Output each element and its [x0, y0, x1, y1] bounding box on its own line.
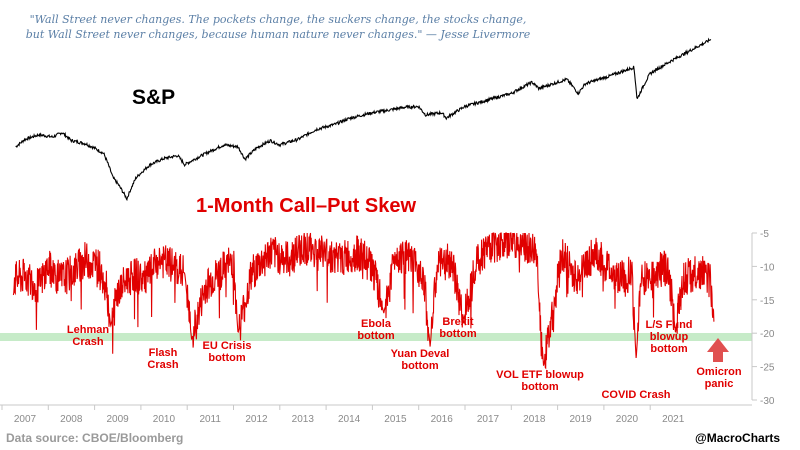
x-tick-label: 2011: [199, 414, 221, 425]
x-tick-label: 2014: [338, 414, 361, 425]
quote-line-1: "Wall Street never changes. The pockets …: [29, 13, 527, 26]
annotation-line: bottom: [357, 330, 394, 342]
x-tick-label: 2007: [14, 414, 37, 425]
annotation-line: Omicron: [696, 366, 742, 378]
annotation-line: Lehman: [67, 324, 109, 336]
skew-series-line: [12, 232, 715, 370]
annotation-omicron: Omicron panic: [696, 366, 742, 390]
y-tick-label: -25: [760, 363, 775, 374]
y-tick-label: -10: [760, 262, 775, 273]
x-tick-label: 2012: [245, 414, 268, 425]
skew-title: 1-Month Call–Put Skew: [196, 195, 417, 217]
annotation-covid: COVID Crash: [601, 389, 670, 401]
annotation-line: bottom: [439, 328, 476, 340]
annotation-line: bottom: [208, 352, 245, 364]
x-axis-ticks: 2007 2008 2009 2010 2011 2012 2013 2014 2015 2016…: [1, 405, 685, 425]
x-tick-label: 2017: [477, 414, 500, 425]
annotation-line: panic: [705, 378, 734, 390]
x-tick-label: 2020: [616, 414, 639, 425]
annotation-lehman: Lehman Crash: [67, 324, 109, 348]
annotation-line: Yuan Deval: [391, 348, 450, 360]
omicron-arrow-icon: [707, 338, 729, 362]
x-tick-label: 2021: [662, 414, 685, 425]
x-tick-label: 2016: [431, 414, 454, 425]
annotation-line: COVID Crash: [601, 389, 670, 401]
annotation-eu-crisis: EU Crisis bottom: [203, 340, 252, 364]
livermore-quote: "Wall Street never changes. The pockets …: [18, 12, 538, 42]
annotation-ls-fund: L/S Fund blowup bottom: [645, 319, 692, 355]
x-tick-label: 2009: [106, 414, 129, 425]
x-tick-label: 2015: [384, 414, 407, 425]
y-tick-label: -15: [760, 296, 775, 307]
skew-threshold-band: [0, 333, 752, 341]
annotation-line: Crash: [147, 359, 178, 371]
annotation-line: VOL ETF blowup: [496, 369, 584, 381]
y-tick-label: -20: [760, 329, 775, 340]
annotation-flash: Flash Crash: [147, 347, 178, 371]
annotation-yuan: Yuan Deval bottom: [391, 348, 450, 372]
annotation-line: bottom: [650, 343, 687, 355]
annotation-line: blowup: [650, 331, 689, 343]
annotation-line: bottom: [401, 360, 438, 372]
annotation-brexit: Brexit bottom: [439, 316, 476, 340]
skew-y-ticks: -5 -10 -15 -20 -25 -30: [752, 229, 775, 407]
annotation-line: EU Crisis: [203, 340, 252, 352]
x-tick-label: 2013: [292, 414, 315, 425]
annotation-line: Brexit: [442, 316, 474, 328]
author-credit: @MacroCharts: [695, 431, 781, 445]
x-tick-label: 2018: [523, 414, 546, 425]
y-tick-label: -5: [760, 229, 769, 240]
annotation-ebola: Ebola bottom: [357, 318, 394, 342]
annotation-line: L/S Fund: [645, 319, 692, 331]
annotation-line: Ebola: [361, 318, 392, 330]
annotation-line: bottom: [521, 381, 558, 393]
annotation-vol-etf: VOL ETF blowup bottom: [496, 369, 584, 393]
quote-line-2: but Wall Street never changes, because h…: [25, 28, 531, 41]
annotation-line: Crash: [72, 336, 103, 348]
x-tick-label: 2019: [569, 414, 592, 425]
data-source: Data source: CBOE/Bloomberg: [6, 431, 184, 445]
x-tick-label: 2010: [153, 414, 176, 425]
annotation-line: Flash: [149, 347, 178, 359]
sp-label: S&P: [132, 86, 176, 109]
y-tick-label: -30: [760, 396, 775, 407]
sp-series-line: [15, 37, 712, 202]
x-tick-label: 2008: [60, 414, 83, 425]
